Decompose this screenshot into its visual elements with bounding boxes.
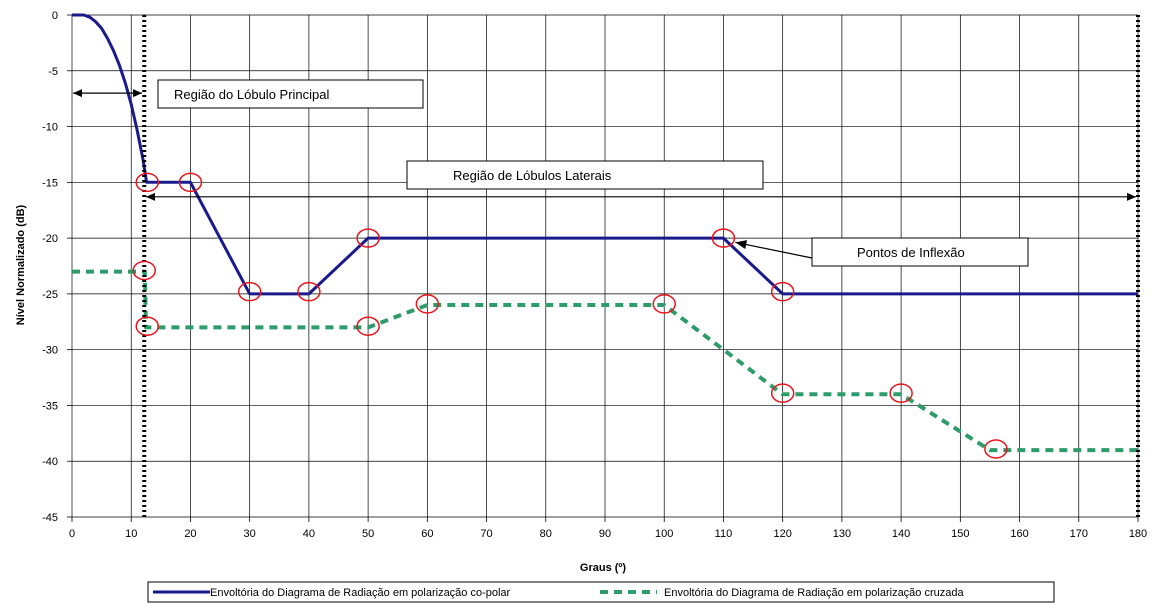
inflection-marker	[297, 281, 321, 302]
inflection-marker	[237, 281, 262, 302]
inflection-marker	[984, 439, 1008, 459]
y-tick-label: -30	[42, 345, 58, 357]
y-tick-label: -10	[42, 122, 58, 134]
x-tick-label: 20	[184, 528, 196, 540]
y-tick-label: 0	[52, 10, 58, 22]
x-tick-label: 170	[1070, 528, 1088, 540]
main-lobe-label: Região do Lóbulo Principal	[174, 87, 329, 102]
inflection-marker	[770, 281, 795, 302]
y-tick-label: -45	[42, 512, 58, 524]
x-tick-label: 110	[715, 528, 733, 540]
side-lobes-arrowhead-right	[1127, 192, 1136, 201]
x-tick-label: 70	[480, 528, 492, 540]
y-axis-title: Nível Normalizado (dB)	[15, 204, 27, 325]
side-lobes-arrowhead-left	[146, 192, 156, 201]
inflection-marker	[889, 383, 913, 403]
legend-label-cross-polar: Envoltória do Diagrama de Radiação em po…	[664, 587, 964, 599]
x-tick-label: 160	[1010, 528, 1028, 540]
inflection-marker	[770, 383, 795, 403]
y-tick-label: -20	[42, 233, 58, 245]
inflection-marker	[135, 316, 159, 336]
legend: Envoltória do Diagrama de Radiação em po…	[147, 581, 1055, 603]
inflection-arrowhead	[735, 240, 748, 249]
co-polar-series-line	[72, 13, 1138, 296]
inflection-markers	[132, 172, 1008, 459]
x-tick-label: 40	[303, 528, 315, 540]
x-tick-label: 150	[951, 528, 969, 540]
main-lobe-box	[157, 79, 424, 109]
inflection-marker	[135, 172, 159, 193]
x-tick-label: 100	[655, 528, 673, 540]
legend-label-co-polar: Envoltória do Diagrama de Radiação em po…	[210, 587, 511, 599]
x-tick-label: 10	[125, 528, 137, 540]
y-tick-label: -40	[42, 456, 58, 468]
x-tick-label: 180	[1129, 528, 1147, 540]
y-tick-label: -25	[42, 289, 58, 301]
cross-polar-series-line	[72, 269, 1138, 453]
x-tick-label: 0	[69, 528, 75, 540]
x-tick-label: 30	[244, 528, 256, 540]
inflection-marker	[132, 260, 157, 281]
side-lobes-label: Região de Lóbulos Laterais	[453, 168, 612, 183]
x-tick-label: 50	[362, 528, 374, 540]
x-tick-label: 120	[773, 528, 791, 540]
side-lobes-box	[406, 160, 764, 190]
series	[72, 13, 1138, 453]
inflection-label: Pontos de Inflexão	[857, 245, 965, 260]
inflection-box	[811, 237, 1029, 267]
x-tick-label: 90	[599, 528, 611, 540]
main-lobe-arrowhead-left	[73, 89, 82, 98]
x-axis-title: Graus (º)	[580, 562, 627, 574]
x-tick-label: 60	[421, 528, 433, 540]
x-tick-label: 140	[892, 528, 910, 540]
inflection-marker	[711, 228, 736, 248]
inflection-marker	[652, 294, 676, 314]
side-lobes-annotation: Região de Lóbulos Laterais	[146, 160, 1136, 201]
x-tick-label: 80	[540, 528, 552, 540]
inflection-annotation: Pontos de Inflexão	[735, 237, 1029, 267]
inflection-marker	[415, 294, 440, 314]
y-tick-label: -15	[42, 177, 58, 189]
inflection-marker	[178, 172, 203, 193]
reference-lines	[142, 15, 1140, 517]
x-tick-label: 130	[833, 528, 851, 540]
main-lobe-annotation: Região do Lóbulo Principal	[73, 79, 424, 109]
inflection-arrow	[735, 241, 813, 259]
tick-labels: 0 10 20 30 40 50 60 70 80 90 100 110 120 130 140 150 160…	[42, 10, 1147, 540]
y-tick-label: -5	[48, 66, 58, 78]
main-lobe-arrowhead-right	[133, 89, 143, 98]
inflection-marker	[356, 316, 380, 336]
inflection-marker	[356, 228, 380, 248]
y-tick-label: -35	[42, 400, 58, 412]
